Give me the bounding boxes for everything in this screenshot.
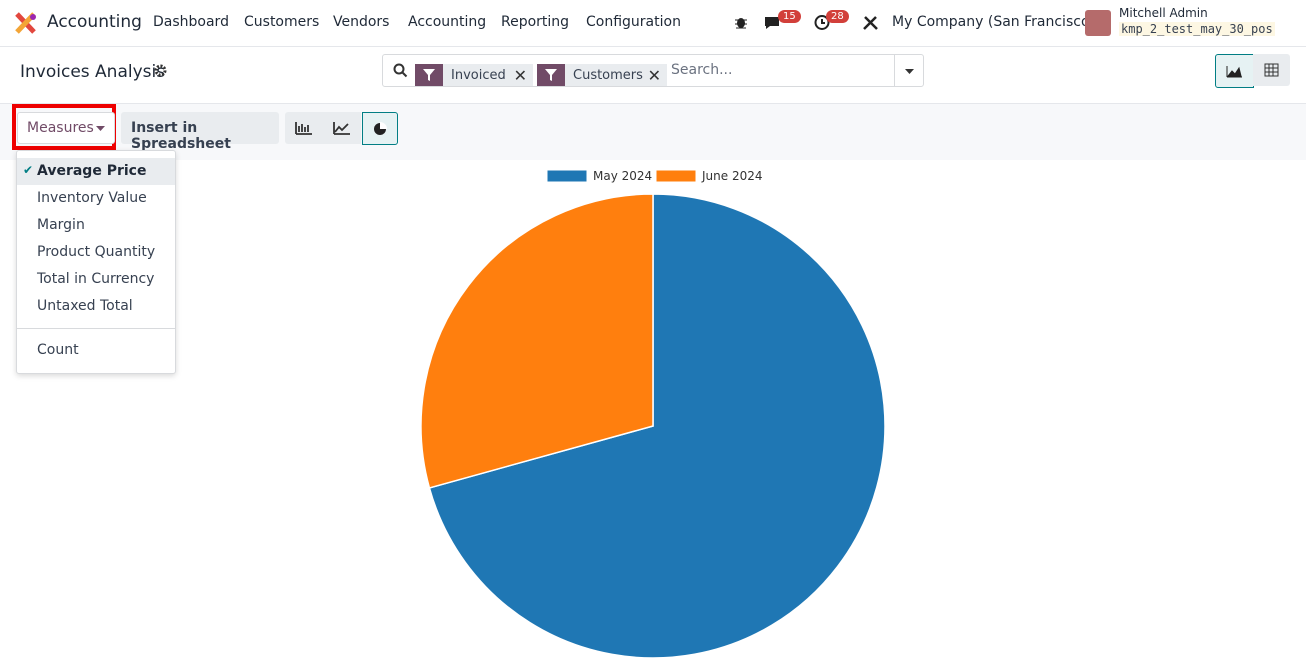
- legend-swatch: [655, 169, 697, 183]
- control-panel: Invoices Analysis Invoiced ✕ Customers ✕ Se…: [0, 47, 1306, 104]
- menu-item[interactable]: Reporting: [501, 14, 570, 30]
- messages-badge: 15: [778, 10, 801, 23]
- pie-slice: [428, 193, 886, 659]
- menu-item[interactable]: Dashboard: [153, 14, 229, 30]
- user-name[interactable]: Mitchell Admin: [1119, 6, 1208, 20]
- spreadsheet-button[interactable]: Insert in Spreadsheet: [121, 112, 279, 152]
- legend-label: May 2024: [593, 169, 652, 183]
- search-placeholder[interactable]: Search...: [671, 62, 733, 78]
- debug-icon[interactable]: [734, 15, 748, 29]
- page-title: Invoices Analysis: [20, 62, 166, 82]
- navbar: Accounting Dashboard Customers Vendors Acco…: [0, 0, 1306, 47]
- divider: [17, 328, 175, 329]
- pivot-view-button[interactable]: [1253, 54, 1290, 86]
- chart: May 2024 June 2024: [420, 169, 886, 659]
- graph-view-button[interactable]: [1215, 54, 1254, 88]
- search-icon: [393, 63, 408, 78]
- legend-label: June 2024: [701, 169, 763, 183]
- menu-item[interactable]: Customers: [244, 14, 320, 30]
- activities-icon[interactable]: [814, 14, 831, 31]
- database-name: kmp_2_test_may_30_pos: [1119, 22, 1275, 36]
- measure-item[interactable]: Average Price: [17, 158, 175, 185]
- measures-button[interactable]: Measures: [17, 112, 115, 144]
- spreadsheet-label: Insert in Spreadsheet: [131, 120, 231, 152]
- measure-item[interactable]: Margin: [37, 217, 85, 233]
- filter-icon: [415, 64, 443, 86]
- measure-item[interactable]: Inventory Value: [37, 190, 147, 206]
- measures-label: Measures: [27, 120, 94, 136]
- measure-item[interactable]: Count: [37, 342, 79, 358]
- search-toggle[interactable]: [894, 55, 924, 86]
- app-logo: [15, 12, 36, 34]
- settings-icon[interactable]: [862, 14, 879, 31]
- app-name[interactable]: Accounting: [47, 12, 142, 32]
- messages-icon[interactable]: [763, 15, 781, 30]
- check-mark: ✔: [23, 163, 34, 177]
- facet: Invoiced ✕: [415, 64, 533, 86]
- menu-item[interactable]: Accounting: [408, 14, 487, 30]
- company-name[interactable]: My Company (San Francisco): [892, 14, 1095, 30]
- activities-badge: 28: [826, 10, 849, 23]
- toolbar: Measures Insert in Spreadsheet: [0, 104, 1306, 160]
- search-bar[interactable]: Invoiced ✕ Customers ✕ Search...: [382, 54, 924, 87]
- measure-item[interactable]: Total in Currency: [37, 271, 155, 287]
- facet-label: Customers: [573, 67, 643, 83]
- facet-remove[interactable]: ✕: [513, 65, 527, 85]
- avatar[interactable]: [1085, 10, 1111, 36]
- filter-icon: [537, 64, 565, 86]
- measure-item[interactable]: Untaxed Total: [37, 298, 133, 314]
- facet-label: Invoiced: [451, 67, 506, 83]
- measures-dropdown: Count Average Price ✔ Inventory Value Margi…: [16, 150, 176, 374]
- menu-item[interactable]: Vendors: [333, 14, 390, 30]
- facet-remove[interactable]: ✕: [647, 65, 661, 85]
- gear-icon[interactable]: [154, 64, 167, 77]
- pie-chart-button[interactable]: [362, 112, 398, 145]
- facet: Customers ✕: [537, 64, 667, 86]
- legend-swatch: [546, 169, 588, 183]
- menu-item[interactable]: Configuration: [586, 14, 681, 30]
- line-chart-button[interactable]: [323, 112, 361, 144]
- pie-slice: [420, 193, 654, 489]
- bar-chart-button[interactable]: [285, 112, 323, 144]
- measure-item[interactable]: Product Quantity: [37, 244, 156, 260]
